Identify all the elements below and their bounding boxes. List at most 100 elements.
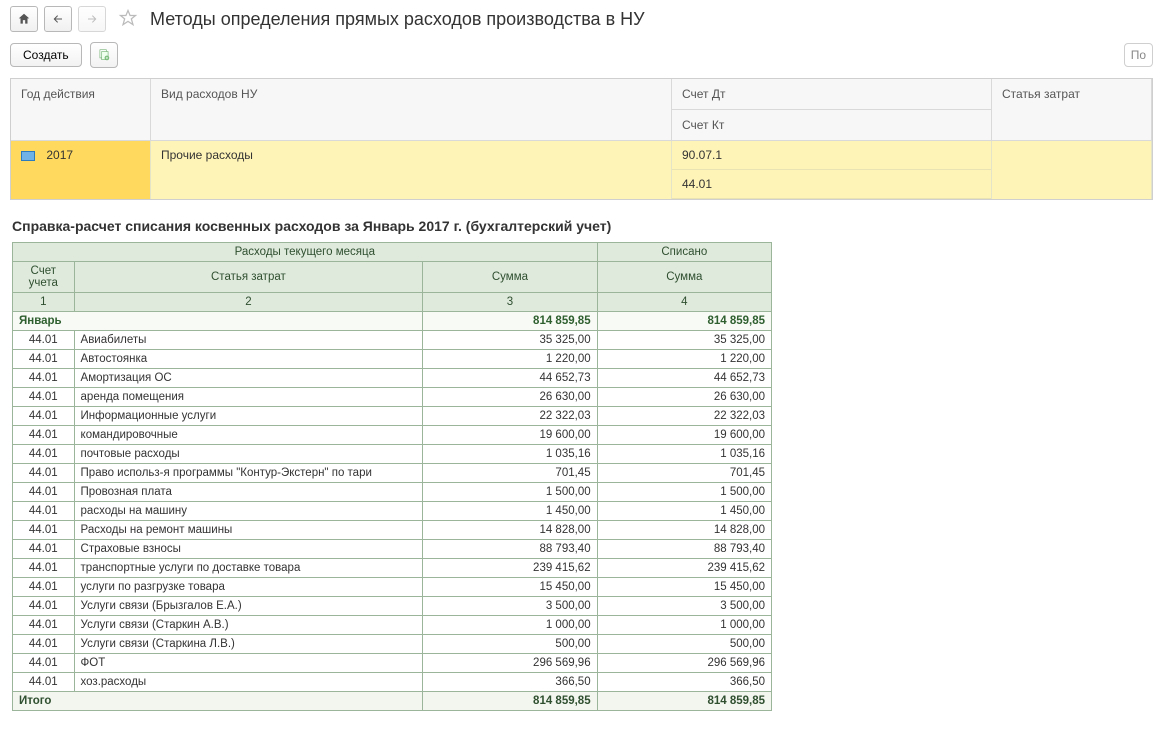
cell-account: 44.01	[13, 597, 75, 616]
action-toolbar: Создать По	[0, 38, 1163, 78]
cell-cost-item	[992, 141, 1151, 155]
cell-account: 44.01	[13, 331, 75, 350]
col-acc-dt[interactable]: Счет Дт	[672, 79, 991, 110]
cell-account: 44.01	[13, 673, 75, 692]
cell-sum: 88 793,40	[423, 540, 597, 559]
table-row[interactable]: 44.01аренда помещения26 630,0026 630,00	[13, 388, 772, 407]
cell-written: 15 450,00	[597, 578, 771, 597]
table-row[interactable]: 44.01ФОТ296 569,96296 569,96	[13, 654, 772, 673]
cell-expense-type: Прочие расходы	[151, 141, 671, 169]
table-row[interactable]: 44.01Услуги связи (Старкина Л.В.)500,005…	[13, 635, 772, 654]
table-row[interactable]: 44.01Авиабилеты35 325,0035 325,00	[13, 331, 772, 350]
table-row[interactable]: 44.01хоз.расходы366,50366,50	[13, 673, 772, 692]
cell-account: 44.01	[13, 445, 75, 464]
cell-sum: 44 652,73	[423, 369, 597, 388]
cell-article: Информационные услуги	[74, 407, 423, 426]
cell-article: Услуги связи (Старкина Л.В.)	[74, 635, 423, 654]
cell-written: 35 325,00	[597, 331, 771, 350]
table-row[interactable]: 44.01Страховые взносы88 793,4088 793,40	[13, 540, 772, 559]
cell-written: 14 828,00	[597, 521, 771, 540]
copy-icon	[97, 48, 111, 62]
cell-article: командировочные	[74, 426, 423, 445]
cell-account: 44.01	[13, 502, 75, 521]
cell-acc-dt: 90.07.1	[672, 141, 991, 170]
table-row[interactable]: 44.01Право использ-я программы "Контур-Э…	[13, 464, 772, 483]
arrow-left-icon	[51, 13, 65, 25]
page-title: Методы определения прямых расходов произ…	[150, 9, 645, 30]
table-row[interactable]: 44.01Расходы на ремонт машины14 828,0014…	[13, 521, 772, 540]
cell-account: 44.01	[13, 483, 75, 502]
cell-article: расходы на машину	[74, 502, 423, 521]
table-row[interactable]: 44.01командировочные19 600,0019 600,00	[13, 426, 772, 445]
cell-account: 44.01	[13, 616, 75, 635]
cell-account: 44.01	[13, 635, 75, 654]
cell-written: 500,00	[597, 635, 771, 654]
cell-article: почтовые расходы	[74, 445, 423, 464]
cell-sum: 1 220,00	[423, 350, 597, 369]
cell-account: 44.01	[13, 350, 75, 369]
month-row[interactable]: Январь 814 859,85 814 859,85	[13, 312, 772, 331]
cell-written: 26 630,00	[597, 388, 771, 407]
copy-button[interactable]	[90, 42, 118, 68]
col-accounts: Счет Дт Счет Кт	[672, 79, 992, 141]
hdr-sum2: Сумма	[597, 262, 771, 293]
table-row[interactable]: 44.01транспортные услуги по доставке тов…	[13, 559, 772, 578]
cell-written: 3 500,00	[597, 597, 771, 616]
table-row[interactable]: 44.01Информационные услуги22 322,0322 32…	[13, 407, 772, 426]
create-button[interactable]: Создать	[10, 43, 82, 67]
cell-account: 44.01	[13, 369, 75, 388]
cell-written: 701,45	[597, 464, 771, 483]
cell-article: хоз.расходы	[74, 673, 423, 692]
cell-article: Услуги связи (Старкин А.В.)	[74, 616, 423, 635]
cell-written: 366,50	[597, 673, 771, 692]
home-button[interactable]	[10, 6, 38, 32]
cell-sum: 3 500,00	[423, 597, 597, 616]
forward-button[interactable]	[78, 6, 106, 32]
cell-written: 1 450,00	[597, 502, 771, 521]
cell-written: 1 220,00	[597, 350, 771, 369]
cell-written: 239 415,62	[597, 559, 771, 578]
report-table: Расходы текущего месяца Списано Счет уче…	[12, 242, 772, 711]
table-row[interactable]: 44.01расходы на машину1 450,001 450,00	[13, 502, 772, 521]
report-title: Справка-расчет списания косвенных расход…	[0, 200, 1163, 242]
back-button[interactable]	[44, 6, 72, 32]
cell-article: Амортизация ОС	[74, 369, 423, 388]
col-acc-kt[interactable]: Счет Кт	[672, 110, 991, 140]
col-expense-type[interactable]: Вид расходов НУ	[151, 79, 672, 141]
col-numbers-row: 1 2 3 4	[13, 293, 772, 312]
table-row[interactable]: 44.01почтовые расходы1 035,161 035,16	[13, 445, 772, 464]
table-row[interactable]: 44.01Провозная плата1 500,001 500,00	[13, 483, 772, 502]
hdr-account: Счет учета	[13, 262, 75, 293]
cell-article: Расходы на ремонт машины	[74, 521, 423, 540]
cell-sum: 1 450,00	[423, 502, 597, 521]
table-row[interactable]: 44.01Амортизация ОС44 652,7344 652,73	[13, 369, 772, 388]
cell-sum: 1 000,00	[423, 616, 597, 635]
cell-article: транспортные услуги по доставке товара	[74, 559, 423, 578]
cell-sum: 22 322,03	[423, 407, 597, 426]
filter-hint[interactable]: По	[1124, 43, 1153, 67]
cell-sum: 1 500,00	[423, 483, 597, 502]
cell-account: 44.01	[13, 464, 75, 483]
cell-sum: 1 035,16	[423, 445, 597, 464]
cell-account: 44.01	[13, 426, 75, 445]
methods-grid: Год действия Вид расходов НУ Счет Дт Сче…	[10, 78, 1153, 200]
table-row[interactable]: 44.01Услуги связи (Старкин А.В.)1 000,00…	[13, 616, 772, 635]
nav-toolbar: Методы определения прямых расходов произ…	[0, 0, 1163, 38]
cell-article: Право использ-я программы "Контур-Экстер…	[74, 464, 423, 483]
favorite-icon[interactable]	[118, 8, 138, 31]
cell-article: ФОТ	[74, 654, 423, 673]
cell-written: 44 652,73	[597, 369, 771, 388]
cell-article: услуги по разгрузке товара	[74, 578, 423, 597]
cell-sum: 701,45	[423, 464, 597, 483]
cell-sum: 35 325,00	[423, 331, 597, 350]
cell-account: 44.01	[13, 578, 75, 597]
methods-grid-row[interactable]: 2017 Прочие расходы 90.07.1 44.01	[11, 141, 1152, 199]
col-cost-item[interactable]: Статья затрат	[992, 79, 1152, 141]
col-year[interactable]: Год действия	[11, 79, 151, 141]
cell-written: 1 035,16	[597, 445, 771, 464]
table-row[interactable]: 44.01услуги по разгрузке товара15 450,00…	[13, 578, 772, 597]
cell-sum: 15 450,00	[423, 578, 597, 597]
cell-article: Страховые взносы	[74, 540, 423, 559]
table-row[interactable]: 44.01Услуги связи (Брызгалов Е.А.)3 500,…	[13, 597, 772, 616]
table-row[interactable]: 44.01Автостоянка1 220,001 220,00	[13, 350, 772, 369]
